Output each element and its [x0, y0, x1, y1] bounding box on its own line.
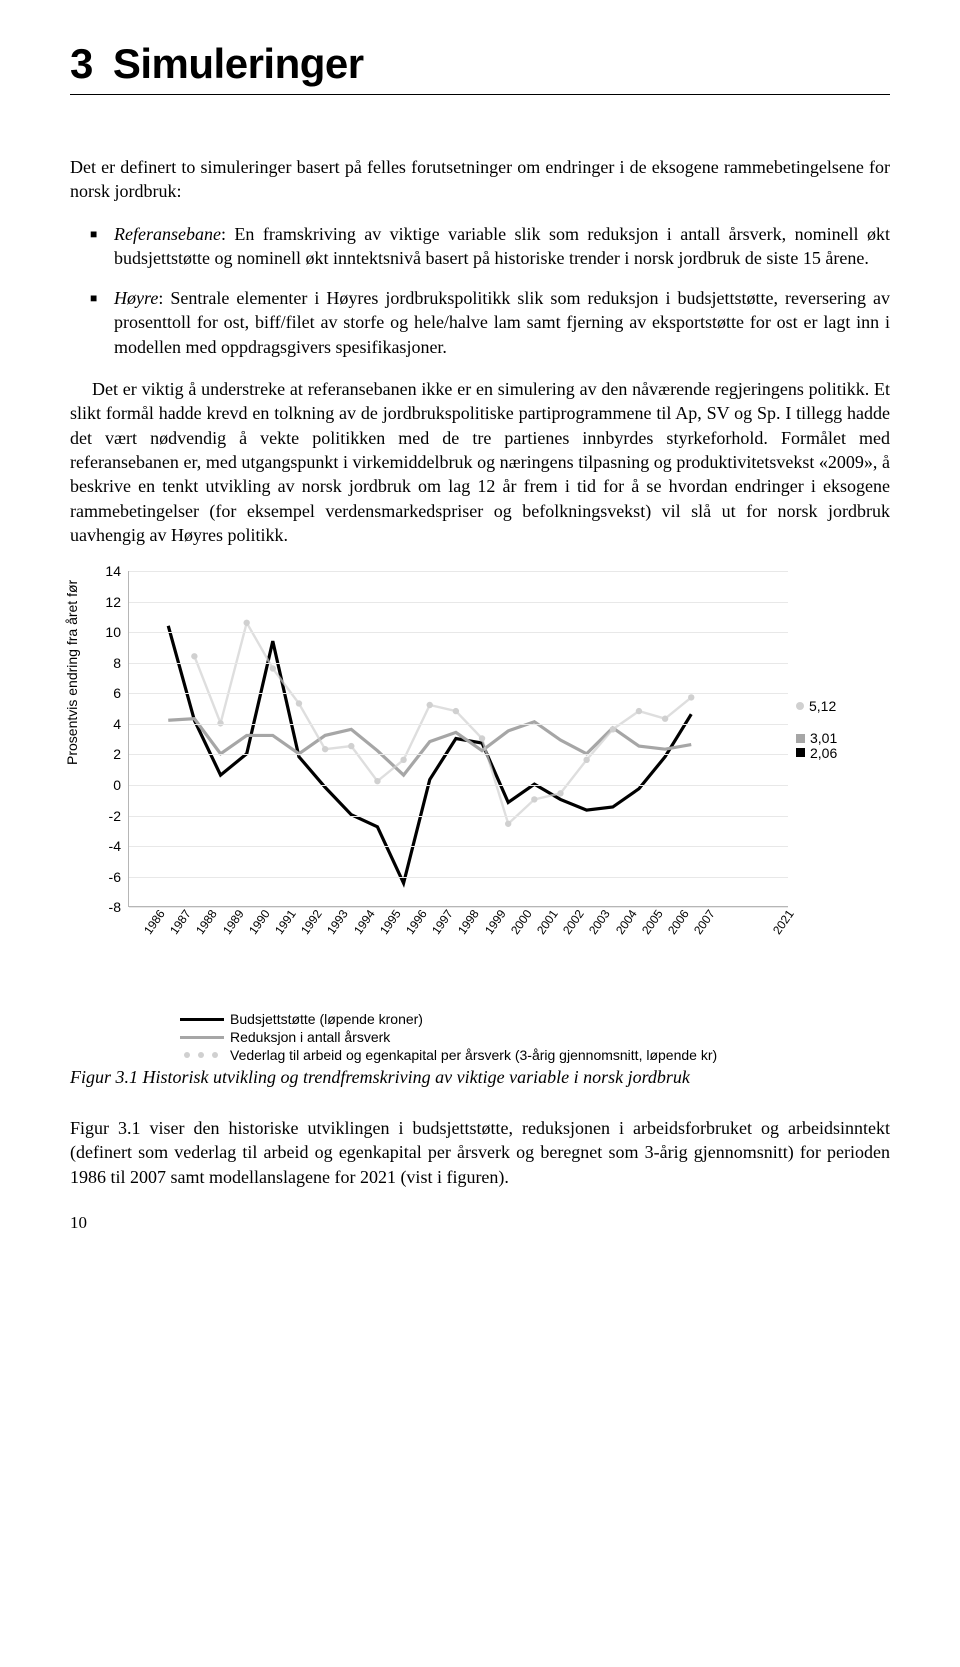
chart-legend: Budsjettstøtte (løpende kroner) Reduksjo…: [180, 1011, 890, 1063]
x-tick-label: 1995: [377, 907, 404, 937]
section-title: Simuleringer: [113, 40, 364, 87]
legend-label: Budsjettstøtte (løpende kroner): [230, 1011, 423, 1027]
x-tick-label: 1992: [298, 907, 325, 937]
y-tick-label: 14: [105, 563, 129, 579]
y-tick-label: 2: [113, 746, 129, 762]
x-tick-label: 1993: [324, 907, 351, 937]
legend-label: Vederlag til arbeid og egenkapital per å…: [230, 1047, 717, 1063]
bullet-list: Referansebane: En framskriving av viktig…: [70, 222, 890, 359]
y-tick-label: -4: [109, 838, 129, 854]
intro-paragraph: Det er definert to simuleringer basert p…: [70, 155, 890, 204]
legend-item: Reduksjon i antall årsverk: [180, 1029, 890, 1045]
y-tick-label: 8: [113, 655, 129, 671]
body-paragraph: Det er viktig å understreke at referanse…: [70, 377, 890, 547]
x-tick-label: 1998: [455, 907, 482, 937]
legend-item: Vederlag til arbeid og egenkapital per å…: [180, 1047, 890, 1063]
x-tick-label: 2021: [770, 907, 797, 937]
legend-swatch: [180, 1036, 224, 1039]
x-tick-label: 2003: [586, 907, 613, 937]
series-end-label: 3,01: [796, 730, 837, 746]
x-tick-label: 1987: [167, 907, 194, 937]
bullet-em: Høyre: [114, 288, 158, 308]
x-tick-label: 1999: [482, 907, 509, 937]
chart-lines-svg: [129, 571, 788, 906]
x-tick-label: 1991: [272, 907, 299, 937]
bullet-em: Referansebane: [114, 224, 221, 244]
x-tick-label: 2000: [508, 907, 535, 937]
section-heading: 3 Simuleringer: [70, 40, 890, 95]
figure-caption: Figur 3.1 Historisk utvikling og trendfr…: [70, 1067, 890, 1088]
series-end-label: 2,06: [796, 745, 837, 761]
x-tick-label: 2006: [665, 907, 692, 937]
body-paragraph: Figur 3.1 viser den historiske utvikling…: [70, 1116, 890, 1189]
section-number: 3: [70, 40, 93, 87]
y-tick-label: 10: [105, 624, 129, 640]
x-tick-label: 1989: [220, 907, 247, 937]
x-tick-label: 1997: [429, 907, 456, 937]
x-tick-label: 1986: [141, 907, 168, 937]
y-tick-label: 4: [113, 716, 129, 732]
y-tick-label: 12: [105, 594, 129, 610]
bullet-text: : Sentrale elementer i Høyres jordbruksp…: [114, 288, 890, 357]
x-tick-label: 2007: [691, 907, 718, 937]
page-number: 10: [70, 1213, 890, 1233]
x-tick-label: 2004: [613, 907, 640, 937]
x-tick-label: 1994: [351, 907, 378, 937]
legend-label: Reduksjon i antall årsverk: [230, 1029, 390, 1045]
y-axis-title: Prosentvis endring fra året før: [64, 580, 80, 765]
y-tick-label: -2: [109, 808, 129, 824]
x-tick-label: 2001: [534, 907, 561, 937]
bullet-text: : En framskriving av viktige variable sl…: [114, 224, 890, 268]
y-tick-label: -8: [109, 899, 129, 915]
x-axis-ticks: 1986198719881989199019911992199319941995…: [128, 909, 788, 945]
legend-swatch: [180, 1018, 224, 1021]
y-tick-label: 0: [113, 777, 129, 793]
list-item: Referansebane: En framskriving av viktig…: [114, 222, 890, 271]
series-end-labels: 2,063,01 5,12: [796, 571, 886, 907]
x-tick-label: 1990: [246, 907, 273, 937]
list-item: Høyre: Sentrale elementer i Høyres jordb…: [114, 286, 890, 359]
y-tick-label: -6: [109, 869, 129, 885]
x-tick-label: 1988: [193, 907, 220, 937]
x-tick-label: 1996: [403, 907, 430, 937]
x-tick-label: 2005: [639, 907, 666, 937]
y-tick-label: 6: [113, 685, 129, 701]
plot-area: -8-6-4-202468101214: [128, 571, 788, 907]
series-end-label: 5,12: [796, 698, 836, 714]
x-tick-label: 2002: [560, 907, 587, 937]
line-chart: Prosentvis endring fra året før -8-6-4-2…: [70, 565, 890, 1005]
legend-item: Budsjettstøtte (løpende kroner): [180, 1011, 890, 1027]
